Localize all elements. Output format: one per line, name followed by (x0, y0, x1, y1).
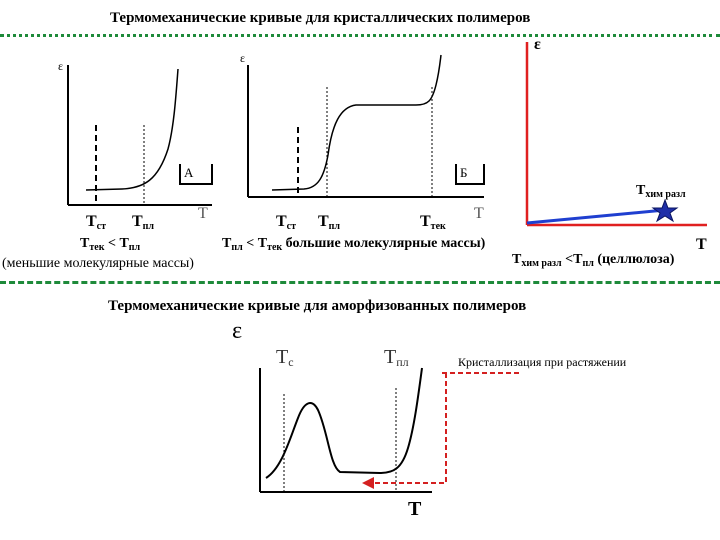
panel-d-tc-label: Тс (276, 346, 294, 369)
panel-b-box-label: Б (460, 165, 468, 180)
panel-b-relation: Тпл < Ттек большие молекулярные массы) (222, 236, 486, 253)
star-icon (651, 198, 679, 223)
panel-b-x-axis-label: T (474, 205, 484, 222)
section-title-crystalline: Термомеханические кривые для кристалличе… (110, 10, 531, 26)
panel-c-relation: Тхим разл <Тпл (целлюлоза) (512, 252, 675, 269)
panel-d-x-axis-label: T (408, 498, 422, 520)
panel-a-curve (85, 68, 179, 191)
callout-label: Кристаллизация при растяжении (458, 355, 627, 369)
panel-d: ε Тс Тпл (232, 318, 440, 498)
panel-b-note: большие молекулярные массы) (282, 236, 486, 251)
panel-a-box (179, 164, 213, 185)
panel-b-plot (247, 54, 485, 198)
section-title-amorphous: Термомеханические кривые для аморфизован… (108, 298, 527, 314)
separator-top (0, 34, 720, 37)
panel-a-box-label: А (184, 165, 194, 180)
arrow-head-icon (362, 477, 374, 489)
panel-a-note: (меньшие молекулярные массы) (2, 256, 194, 271)
callout-arrow (362, 372, 520, 489)
panel-b-box (455, 164, 485, 185)
panel-a-relation: Ттек < Тпл (80, 236, 141, 253)
panel-d-y-axis-label: ε (232, 318, 243, 344)
panel-c-y-axis-label: ε (534, 36, 541, 53)
panel-c-plot (525, 42, 707, 227)
panel-b-tf-label: Ттек (420, 213, 446, 232)
panel-d-curve (265, 367, 423, 479)
panel-a-tm-label: Тпл (132, 213, 155, 232)
panel-a-y-axis-label: ε (58, 59, 64, 73)
panel-c-curve (526, 208, 666, 225)
panel-b-tm-label: Тпл (318, 213, 341, 232)
panel-b: ε Б (232, 47, 496, 221)
panel-a-x-axis-label: T (198, 205, 208, 222)
separator-middle (0, 281, 720, 284)
panel-a: ε А (52, 47, 220, 221)
panel-a-tc-label: Тст (86, 213, 107, 232)
panel-c-tdec-label: Тхим разл (636, 183, 686, 200)
panel-b-y-axis-label: ε (240, 51, 246, 65)
panel-a-plot (67, 65, 213, 206)
panel-d-tm-label: Тпл (384, 346, 409, 369)
panel-d-plot (259, 367, 432, 493)
panel-b-tc-label: Тст (276, 213, 297, 232)
panel-b-curve (271, 54, 442, 191)
panel-c-x-axis-label: T (696, 236, 707, 253)
